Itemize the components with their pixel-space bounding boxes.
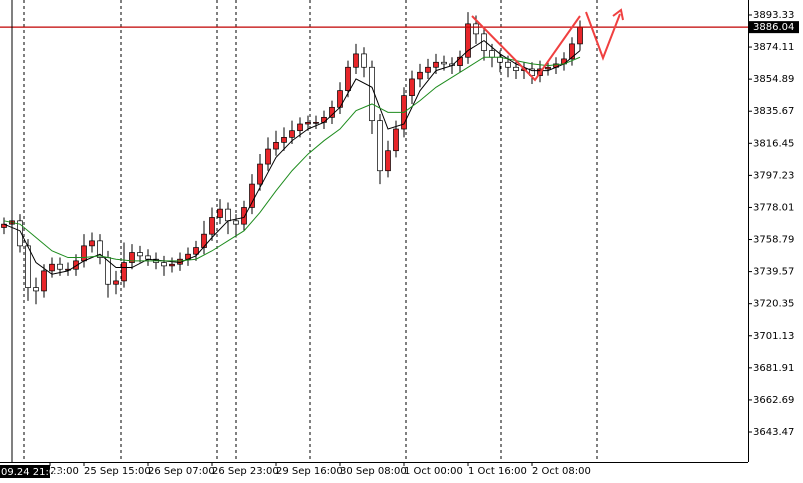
candle-body	[137, 252, 143, 257]
y-tick-label: 3874.11	[753, 42, 794, 53]
x-tick-label: 30 Sep 08:00	[340, 466, 407, 477]
candle-body	[505, 61, 511, 68]
candle-body	[545, 66, 551, 70]
candle-body	[321, 116, 327, 123]
candle-body	[193, 247, 199, 255]
zigzag-drawing	[471, 8, 624, 82]
candle-body	[425, 66, 431, 73]
candle-body	[361, 53, 367, 68]
candle-body	[569, 43, 575, 60]
y-tick-label: 3854.89	[753, 74, 794, 85]
y-tick-label: 3835.67	[753, 106, 794, 117]
axes: 3893.33 3874.11 3854.89 3835.67 3816.45 3797.…	[0, 10, 799, 478]
y-tick-label: 3816.45	[753, 138, 794, 149]
candle-body	[385, 150, 391, 172]
candle-body	[577, 26, 583, 45]
candle-body	[249, 183, 255, 208]
x-tick-label: 2 Oct 08:00	[532, 466, 591, 477]
candle-body	[345, 66, 351, 91]
y-tick-label: 3778.01	[753, 202, 794, 213]
candle-body	[169, 263, 175, 267]
candle-body	[41, 270, 47, 292]
candle-body	[441, 61, 447, 65]
y-tick-label: 3797.23	[753, 170, 794, 181]
candle-body	[433, 61, 439, 68]
y-tick-label: 3720.35	[753, 299, 794, 310]
candle-body	[113, 280, 119, 285]
candle-body	[161, 262, 167, 267]
candle-body	[297, 123, 303, 132]
candle-body	[241, 207, 247, 225]
arrow-head	[612, 8, 624, 21]
candle-body	[473, 23, 479, 35]
y-tick-label: 3643.47	[753, 427, 794, 438]
y-tick-label: 3893.33	[753, 10, 794, 21]
current-price-label: 3886.04	[753, 22, 794, 33]
y-tick-label: 3701.13	[753, 331, 794, 342]
y-tick-label: 3758.79	[753, 235, 794, 246]
candle-body	[257, 163, 263, 185]
candle-body	[313, 121, 319, 124]
candle-body	[353, 53, 359, 68]
candle-body	[57, 263, 63, 270]
candle-body	[281, 137, 287, 143]
candle-body	[369, 66, 375, 122]
y-tick-label: 3681.91	[753, 363, 794, 374]
candle-body	[17, 220, 23, 247]
candle-body	[489, 50, 495, 58]
candle-body	[377, 120, 383, 172]
candle-body	[209, 217, 215, 235]
zigzag	[471, 15, 581, 82]
candle-body	[289, 130, 295, 138]
candle-body	[305, 121, 311, 125]
x-tick-label: 26 Sep 07:00	[148, 466, 215, 477]
x-tick-label: 23:00	[50, 466, 79, 477]
moving-average	[3, 39, 581, 275]
x-tick-label: 25 Sep 15:00	[84, 466, 151, 477]
candle-body	[25, 245, 31, 288]
candle-body	[465, 23, 471, 58]
candle-body	[273, 142, 279, 150]
x-tick-label: 1 Oct 00:00	[404, 466, 463, 477]
moving-average	[3, 56, 581, 262]
candle-body	[73, 260, 79, 270]
candle-body	[225, 208, 231, 222]
candle-body	[513, 66, 519, 71]
candle-body	[201, 233, 207, 248]
x-tick-label: 26 Sep 23:00	[212, 466, 279, 477]
x-tick-label: 1 Oct 16:00	[468, 466, 527, 477]
candle-body	[265, 148, 271, 165]
candle-body	[89, 240, 95, 247]
candle-body	[393, 128, 399, 152]
candle-body	[121, 262, 127, 282]
candle-body	[409, 78, 415, 96]
candle-body	[105, 257, 111, 285]
forecast-arrow	[585, 11, 621, 61]
candle-body	[129, 252, 135, 263]
crosshair-label: 09.24 21:00	[1, 467, 62, 478]
candle-body	[49, 263, 55, 272]
plot-area	[0, 0, 748, 462]
candle-body	[417, 71, 423, 80]
candle-body	[217, 208, 223, 218]
crosshair-box	[0, 465, 50, 478]
candle-body	[97, 240, 103, 258]
candle-body	[233, 220, 239, 225]
current-price-box	[749, 21, 799, 34]
x-tick-label: 29 Sep 16:00	[276, 466, 343, 477]
candle-body	[81, 245, 87, 262]
candle-body	[457, 56, 463, 66]
y-tick-label: 3739.57	[753, 267, 794, 278]
candle-body	[33, 287, 39, 292]
y-tick-label: 3662.69	[753, 395, 794, 406]
